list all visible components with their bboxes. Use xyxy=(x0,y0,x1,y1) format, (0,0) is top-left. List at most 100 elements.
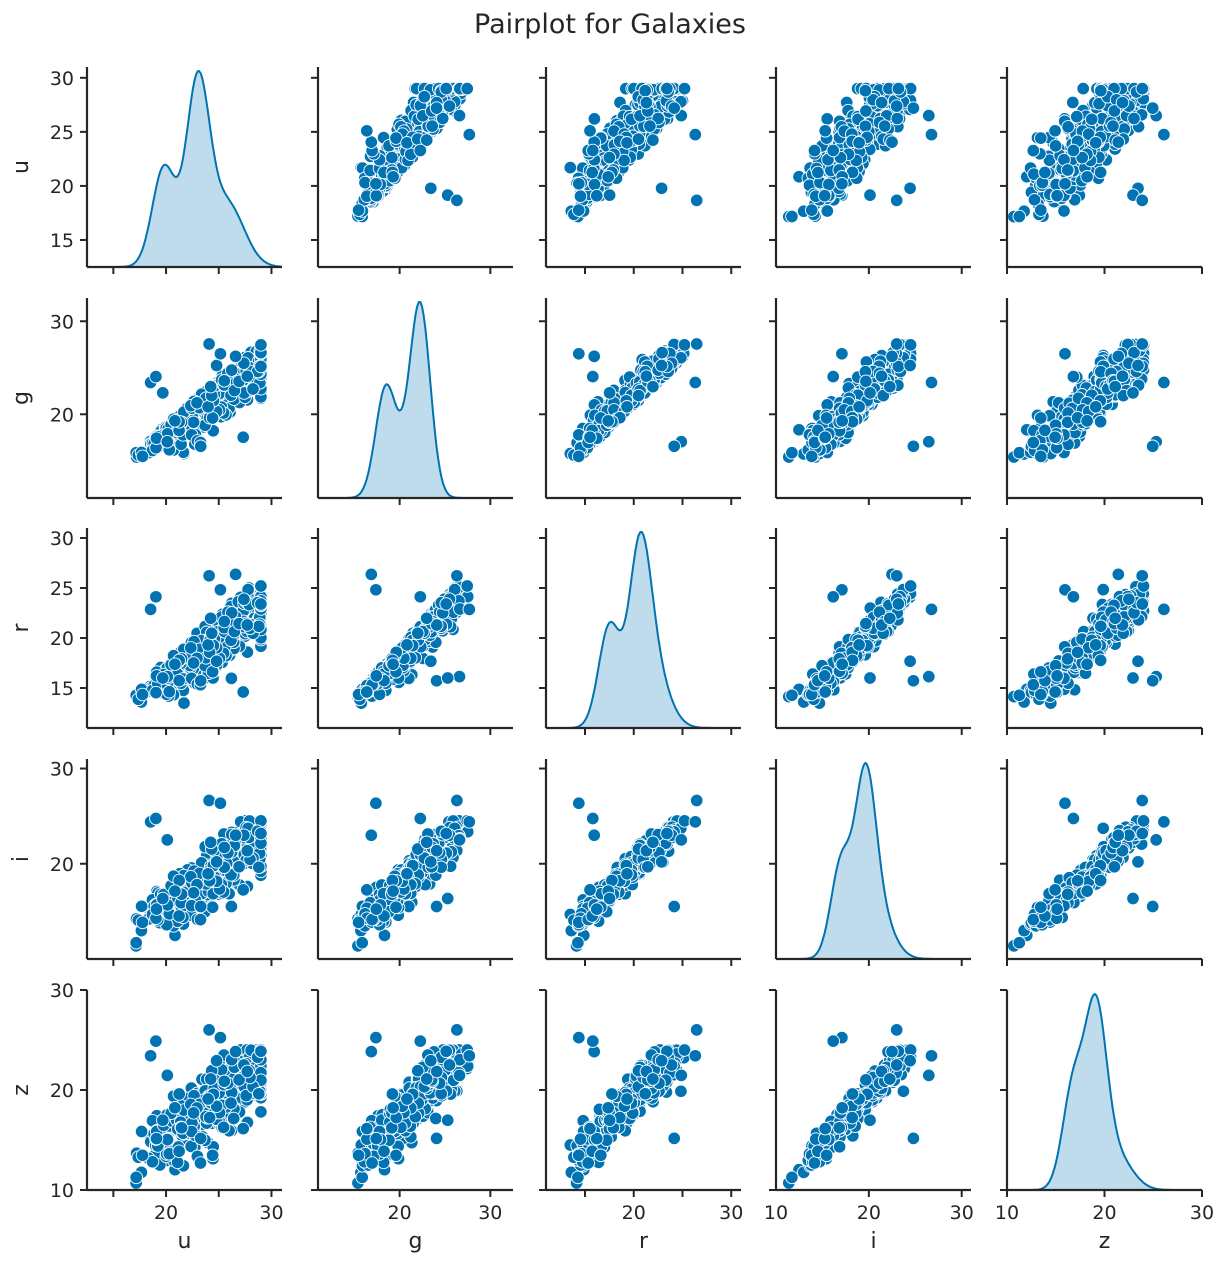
scatter-point xyxy=(924,127,939,142)
scatter-point xyxy=(859,374,873,389)
panel-r-vs-z xyxy=(1000,528,1203,735)
scatter-point xyxy=(203,379,218,394)
scatter-point xyxy=(818,124,832,138)
scatter-point xyxy=(903,579,918,593)
scatter-point xyxy=(429,101,444,115)
scatter-point xyxy=(1050,188,1064,203)
scatter-point xyxy=(1157,127,1171,142)
scatter-point xyxy=(1145,101,1160,115)
scatter-point xyxy=(835,177,849,191)
scatter-point xyxy=(883,611,897,626)
y-tick-label: 15 xyxy=(50,678,74,700)
scatter-point xyxy=(424,654,438,668)
scatter-point xyxy=(217,374,232,388)
scatter-point xyxy=(922,108,936,123)
scatter-point xyxy=(818,685,832,699)
scatter-point xyxy=(1034,449,1048,464)
scatter-point xyxy=(149,590,163,604)
scatter-point xyxy=(1111,349,1126,364)
scatter-point xyxy=(1076,81,1090,96)
scatter-point xyxy=(572,347,586,361)
scatter-point xyxy=(877,119,892,133)
scatter-point xyxy=(817,669,832,683)
scatter-point xyxy=(903,338,918,352)
scatter-point xyxy=(172,673,186,688)
panel-g-vs-i xyxy=(769,298,971,505)
scatter-point xyxy=(193,674,208,688)
scatter-point xyxy=(209,358,224,373)
scatter-point xyxy=(874,369,889,383)
scatter-point xyxy=(236,430,250,444)
scatter-point xyxy=(203,611,218,626)
scatter-point xyxy=(601,170,615,184)
scatter-point xyxy=(586,369,600,384)
scatter-point xyxy=(364,567,379,582)
scatter-point xyxy=(168,414,182,428)
scatter-point xyxy=(785,209,799,224)
scatter-point xyxy=(1034,131,1048,145)
scatter-point xyxy=(863,386,877,400)
y-tick-label: 20 xyxy=(50,628,74,650)
scatter-point xyxy=(602,386,617,400)
scatter-point xyxy=(785,445,799,460)
scatter-point xyxy=(228,349,243,364)
y-axis-label-u: u xyxy=(9,160,34,174)
scatter-point xyxy=(168,657,182,671)
scatter-point xyxy=(639,95,654,110)
scatter-point xyxy=(1135,337,1149,351)
scatter-point xyxy=(135,449,150,464)
scatter-point xyxy=(587,112,602,126)
y-tick-label: 25 xyxy=(50,122,74,144)
scatter-point xyxy=(1111,135,1126,149)
scatter-point xyxy=(411,626,425,640)
scatter-point xyxy=(1093,165,1108,180)
scatter-point xyxy=(922,434,936,449)
scatter-point xyxy=(587,177,602,192)
y-tick-label: 20 xyxy=(50,176,74,198)
scatter-point xyxy=(1058,347,1072,361)
scatter-point xyxy=(1034,411,1048,425)
scatter-point xyxy=(419,611,434,626)
scatter-point xyxy=(638,83,652,98)
scatter-point xyxy=(186,415,201,430)
scatter-point xyxy=(903,358,917,373)
scatter-point xyxy=(1135,81,1150,96)
scatter-point xyxy=(826,590,840,604)
scatter-point xyxy=(1012,209,1027,224)
scatter-point xyxy=(885,349,899,364)
scatter-point xyxy=(202,569,216,583)
scatter-point xyxy=(590,188,604,203)
scatter-point xyxy=(386,170,400,184)
scatter-point xyxy=(573,189,588,203)
scatter-point xyxy=(369,583,383,597)
scatter-point xyxy=(369,177,383,191)
scatter-point xyxy=(601,414,615,428)
scatter-point xyxy=(462,127,477,142)
scatter-point xyxy=(237,592,251,606)
scatter-point xyxy=(667,101,681,115)
panel-r-vs-g xyxy=(311,528,513,735)
scatter-point xyxy=(419,133,434,147)
scatter-point xyxy=(364,135,379,149)
scatter-point xyxy=(688,375,703,390)
scatter-point xyxy=(643,119,657,133)
scatter-point xyxy=(889,99,904,113)
scatter-point xyxy=(1048,124,1062,138)
scatter-point xyxy=(922,669,936,684)
scatter-point xyxy=(863,671,877,685)
scatter-point xyxy=(677,338,692,352)
scatter-point xyxy=(826,369,840,384)
scatter-point xyxy=(439,597,453,611)
scatter-point xyxy=(906,439,921,454)
scatter-point xyxy=(400,638,414,652)
scatter-point xyxy=(254,359,268,374)
scatter-point xyxy=(254,597,268,611)
scatter-point xyxy=(689,193,704,208)
scatter-point xyxy=(369,669,384,683)
scatter-point xyxy=(1048,430,1062,444)
scatter-point xyxy=(858,83,873,98)
scatter-point xyxy=(891,597,906,611)
